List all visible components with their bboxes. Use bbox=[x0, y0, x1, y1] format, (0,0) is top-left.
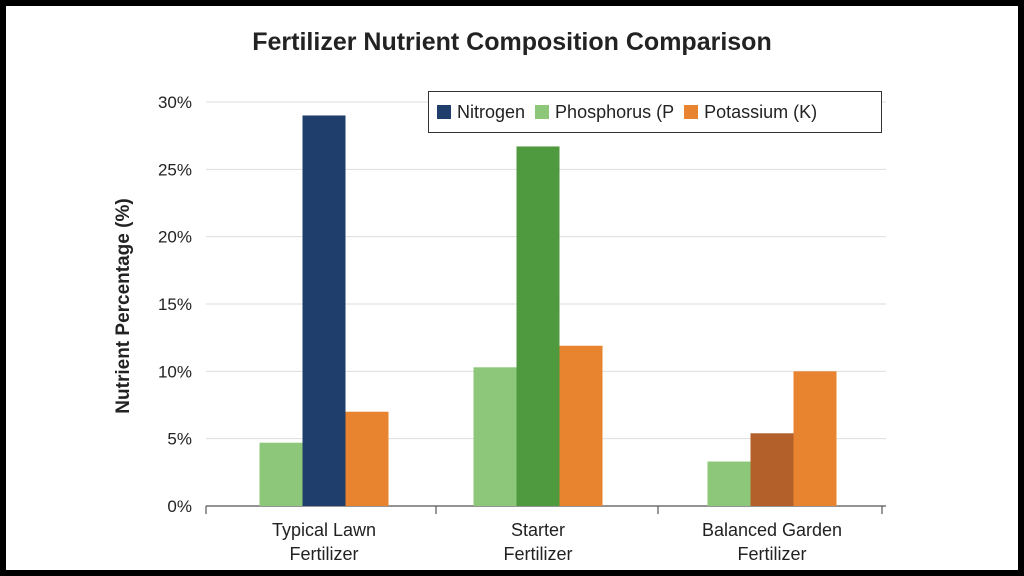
bar bbox=[707, 461, 751, 506]
y-tick-label: 0% bbox=[167, 497, 192, 516]
y-tick-label: 20% bbox=[158, 228, 192, 247]
x-category-label: Starter Fertilizer bbox=[503, 520, 572, 564]
legend-swatch-phosphorus bbox=[535, 105, 550, 119]
chart-plot: 0% 5% 10% 15% 20% 25% 30% Typical Lawn Fertilize… bbox=[158, 93, 886, 564]
bar bbox=[793, 371, 837, 506]
y-tick-label: 30% bbox=[158, 93, 192, 112]
bar bbox=[516, 146, 560, 506]
chart-legend: Nitrogen Phosphorus (P Potassium (K) bbox=[428, 91, 882, 133]
y-tick-label: 5% bbox=[167, 430, 192, 449]
legend-label-nitrogen: Nitrogen bbox=[457, 101, 526, 122]
bar bbox=[750, 433, 794, 506]
y-tick-label: 10% bbox=[158, 362, 192, 381]
legend-item-nitrogen: Nitrogen bbox=[437, 102, 525, 123]
x-category-label: Balanced Garden Fertilizer bbox=[702, 520, 842, 564]
legend-swatch-potassium bbox=[684, 105, 699, 119]
legend-label-potassium: Potassium (K) bbox=[704, 101, 818, 122]
bar bbox=[259, 442, 303, 506]
x-category-label: Typical Lawn Fertilizer bbox=[272, 520, 376, 564]
legend-item-potassium: Potassium (K) bbox=[684, 102, 817, 123]
y-tick-label: 25% bbox=[158, 160, 192, 179]
legend-label-phosphorus: Phosphorus (P bbox=[555, 101, 675, 122]
chart-frame: Fertilizer Nutrient Composition Comparis… bbox=[6, 6, 1018, 570]
bar bbox=[559, 345, 603, 506]
y-tick-label: 15% bbox=[158, 295, 192, 314]
chart-title: Fertilizer Nutrient Composition Comparis… bbox=[252, 28, 772, 56]
bar bbox=[345, 411, 389, 506]
legend-item-phosphorus: Phosphorus (P bbox=[535, 102, 674, 123]
bar bbox=[302, 115, 346, 506]
bar bbox=[473, 367, 517, 506]
legend-swatch-nitrogen bbox=[437, 105, 451, 119]
